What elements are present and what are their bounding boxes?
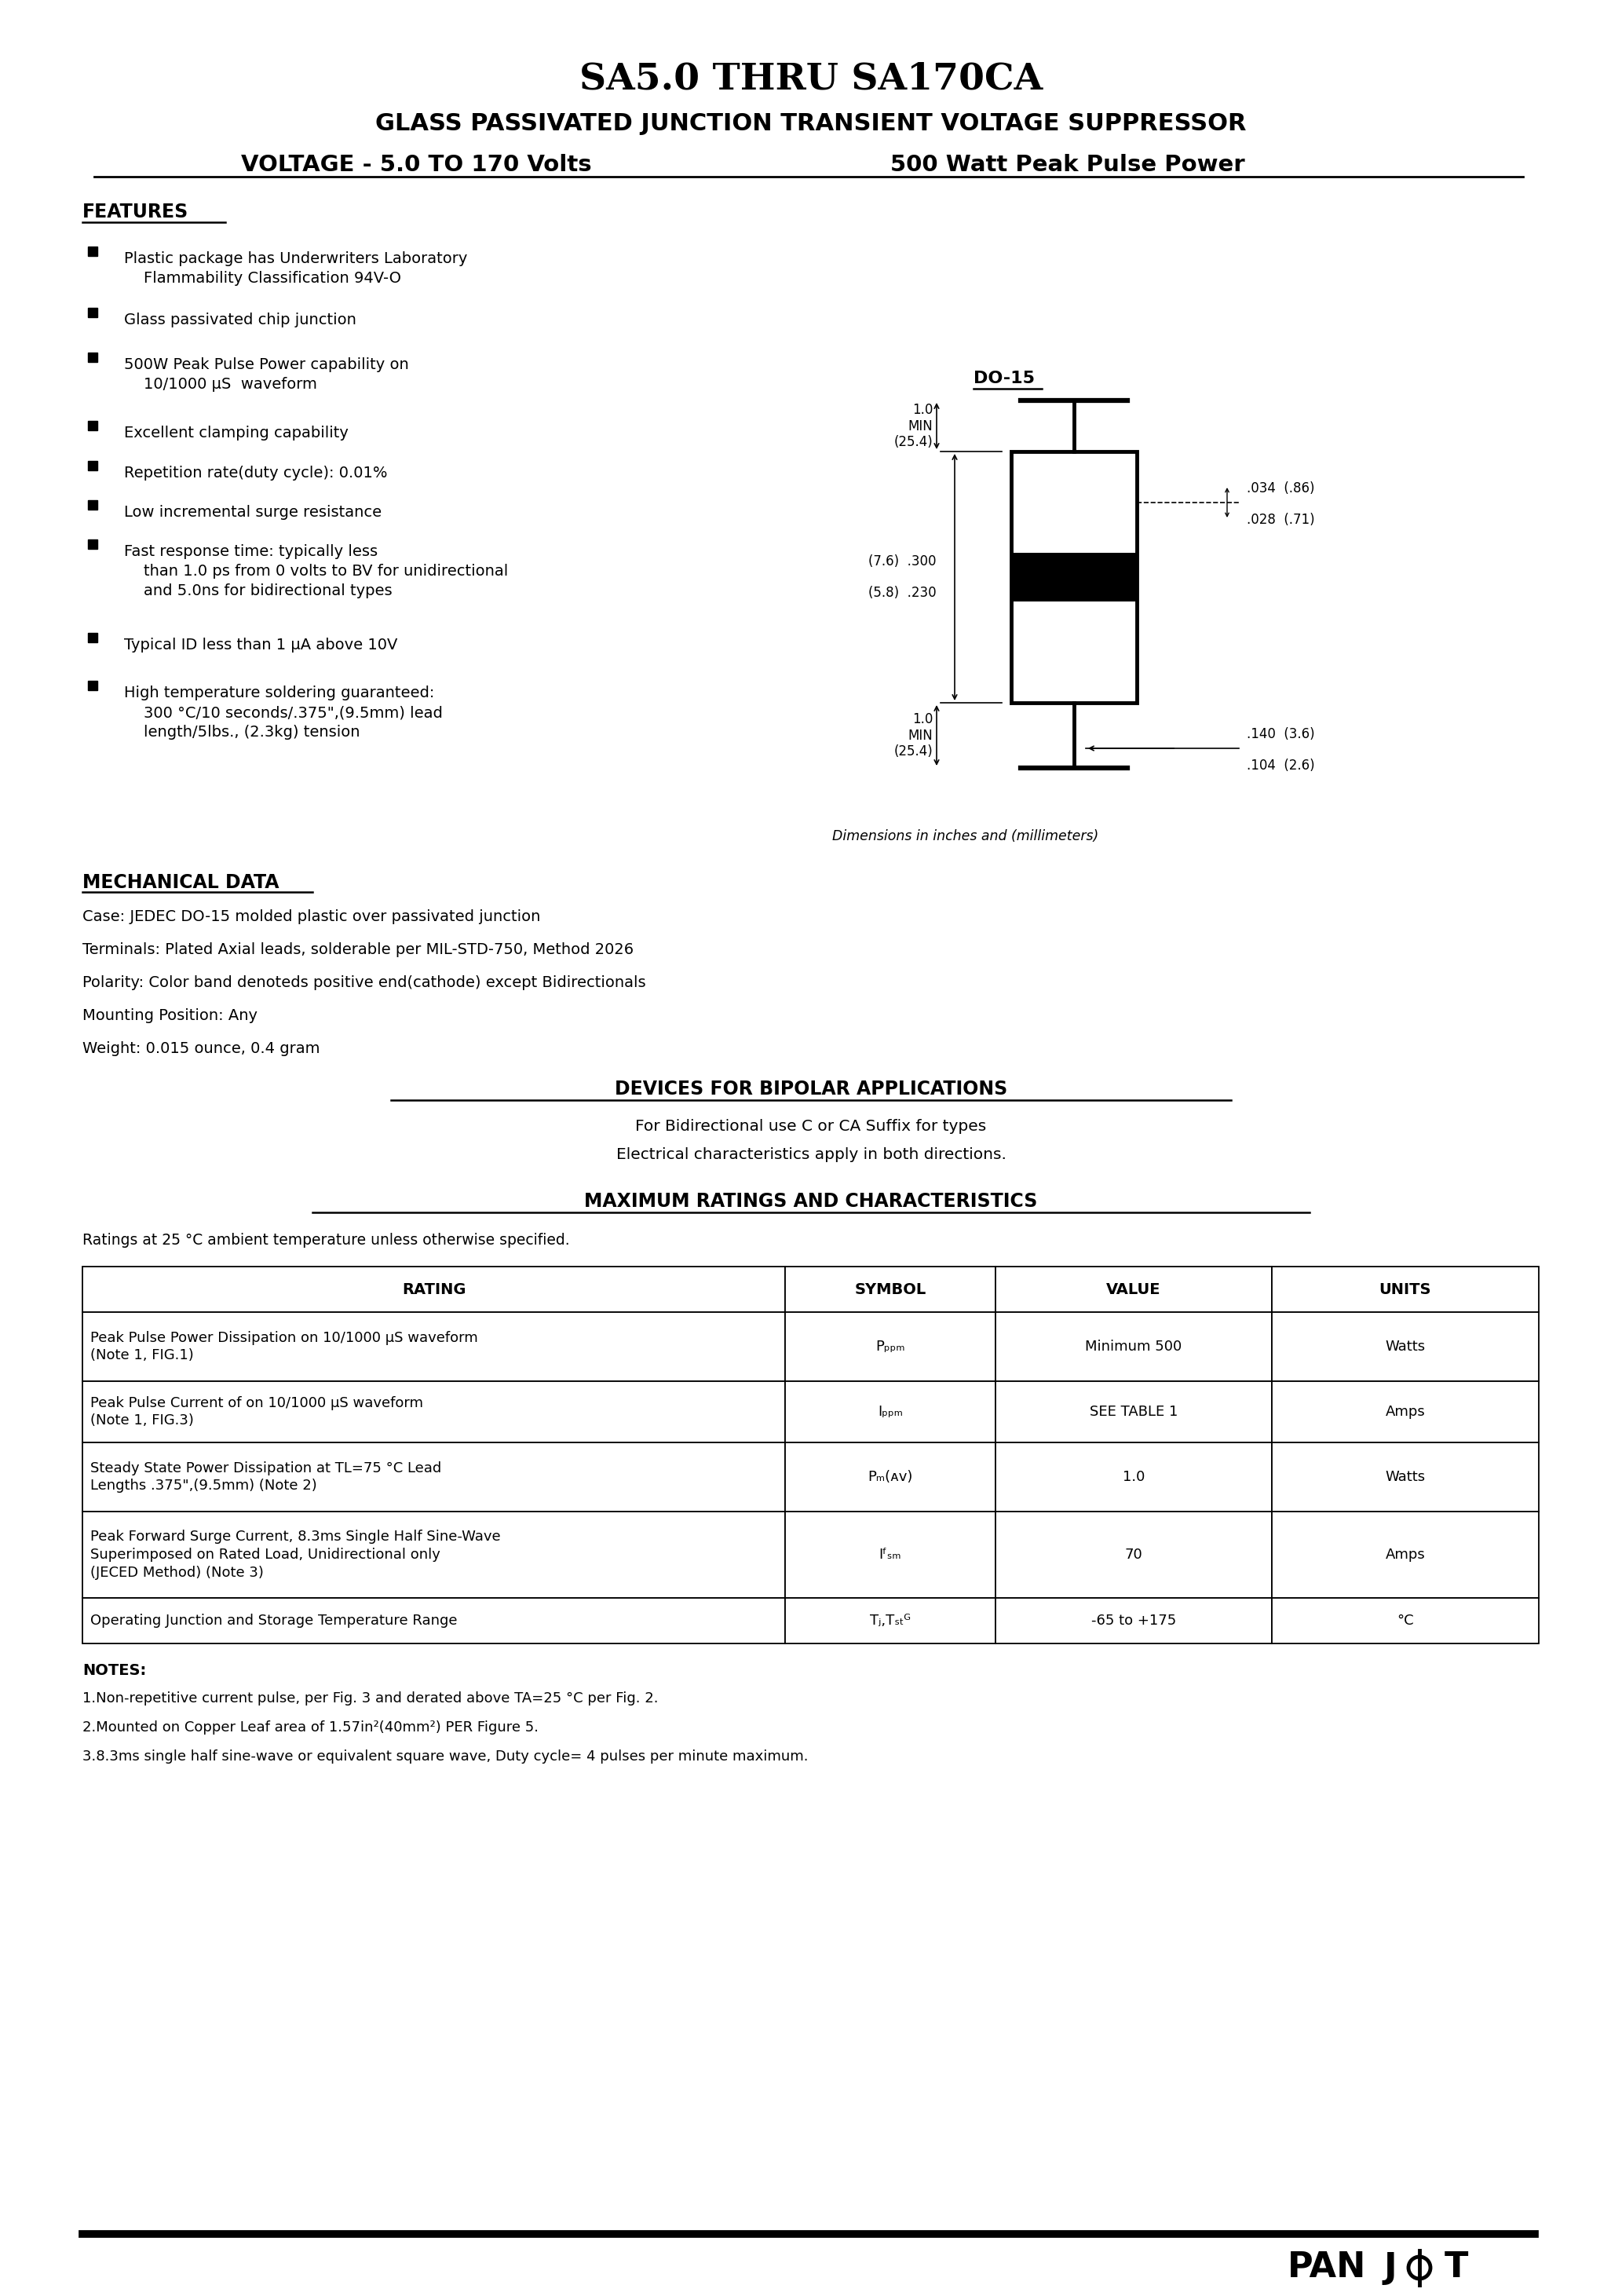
- Bar: [996, 1598, 1272, 1644]
- Bar: [1272, 1267, 1539, 1311]
- Text: Glass passivated chip junction: Glass passivated chip junction: [123, 312, 357, 328]
- Text: UNITS: UNITS: [1379, 1281, 1432, 1297]
- Text: Electrical characteristics apply in both directions.: Electrical characteristics apply in both…: [616, 1148, 1006, 1162]
- Bar: [785, 1442, 996, 1511]
- Bar: [1011, 452, 1137, 703]
- Text: SEE TABLE 1: SEE TABLE 1: [1090, 1405, 1178, 1419]
- Text: 1.0
MIN
(25.4): 1.0 MIN (25.4): [894, 402, 933, 450]
- Bar: [83, 1442, 785, 1511]
- Bar: [1272, 1511, 1539, 1598]
- Text: DEVICES FOR BIPOLAR APPLICATIONS: DEVICES FOR BIPOLAR APPLICATIONS: [615, 1079, 1007, 1097]
- Text: 1.Non-repetitive current pulse, per Fig. 3 and derated above TA=25 °C per Fig. 2: 1.Non-repetitive current pulse, per Fig.…: [83, 1692, 659, 1706]
- Text: °C: °C: [1397, 1614, 1414, 1628]
- Text: Fast response time: typically less
    than 1.0 ps from 0 volts to BV for unidir: Fast response time: typically less than …: [123, 544, 508, 599]
- Text: Iₚₚₘ: Iₚₚₘ: [878, 1405, 903, 1419]
- Bar: [785, 1382, 996, 1442]
- Text: RATING: RATING: [402, 1281, 466, 1297]
- Text: PAN: PAN: [1288, 2250, 1366, 2285]
- Text: Case: JEDEC DO-15 molded plastic over passivated junction: Case: JEDEC DO-15 molded plastic over pa…: [83, 909, 540, 925]
- Text: Watts: Watts: [1385, 1339, 1426, 1355]
- Bar: [996, 1382, 1272, 1442]
- Text: -65 to +175: -65 to +175: [1092, 1614, 1176, 1628]
- Text: High temperature soldering guaranteed:
    300 °C/10 seconds/.375",(9.5mm) lead
: High temperature soldering guaranteed: 3…: [123, 687, 443, 739]
- Bar: [785, 1311, 996, 1382]
- Text: VALUE: VALUE: [1106, 1281, 1161, 1297]
- Text: Watts: Watts: [1385, 1469, 1426, 1483]
- Text: SA5.0 THRU SA170CA: SA5.0 THRU SA170CA: [579, 60, 1043, 96]
- Text: Steady State Power Dissipation at TL=75 °C Lead
Lengths .375",(9.5mm) (Note 2): Steady State Power Dissipation at TL=75 …: [91, 1460, 441, 1492]
- Bar: [785, 1511, 996, 1598]
- Text: Excellent clamping capability: Excellent clamping capability: [123, 425, 349, 441]
- Bar: [1272, 1598, 1539, 1644]
- Text: Pₘ(ᴀᴠ): Pₘ(ᴀᴠ): [868, 1469, 913, 1483]
- Text: SYMBOL: SYMBOL: [855, 1281, 926, 1297]
- Text: Typical ID less than 1 µA above 10V: Typical ID less than 1 µA above 10V: [123, 638, 397, 652]
- Text: MECHANICAL DATA: MECHANICAL DATA: [83, 872, 279, 893]
- Text: Peak Forward Surge Current, 8.3ms Single Half Sine-Wave
Superimposed on Rated Lo: Peak Forward Surge Current, 8.3ms Single…: [91, 1529, 501, 1580]
- Bar: [996, 1267, 1272, 1311]
- Bar: [83, 1267, 785, 1311]
- Text: Terminals: Plated Axial leads, solderable per MIL-STD-750, Method 2026: Terminals: Plated Axial leads, solderabl…: [83, 941, 634, 957]
- Text: Iᶠₛₘ: Iᶠₛₘ: [879, 1548, 902, 1561]
- Text: DO-15: DO-15: [973, 370, 1035, 386]
- Text: Peak Pulse Current of on 10/1000 µS waveform
(Note 1, FIG.3): Peak Pulse Current of on 10/1000 µS wave…: [91, 1396, 423, 1428]
- Bar: [1272, 1382, 1539, 1442]
- Text: FEATURES: FEATURES: [83, 202, 188, 220]
- Text: 500W Peak Pulse Power capability on
    10/1000 µS  waveform: 500W Peak Pulse Power capability on 10/1…: [123, 358, 409, 393]
- Text: 70: 70: [1124, 1548, 1142, 1561]
- Bar: [996, 1311, 1272, 1382]
- Text: Mounting Position: Any: Mounting Position: Any: [83, 1008, 258, 1024]
- Text: Polarity: Color band denoteds positive end(cathode) except Bidirectionals: Polarity: Color band denoteds positive e…: [83, 976, 646, 990]
- Text: Operating Junction and Storage Temperature Range: Operating Junction and Storage Temperatu…: [91, 1614, 457, 1628]
- Text: .028  (.71): .028 (.71): [1247, 512, 1315, 526]
- Text: 1.0
MIN
(25.4): 1.0 MIN (25.4): [894, 712, 933, 758]
- Text: Ratings at 25 °C ambient temperature unless otherwise specified.: Ratings at 25 °C ambient temperature unl…: [83, 1233, 569, 1247]
- Text: VOLTAGE - 5.0 TO 170 Volts: VOLTAGE - 5.0 TO 170 Volts: [240, 154, 592, 177]
- Bar: [1272, 1311, 1539, 1382]
- Text: GLASS PASSIVATED JUNCTION TRANSIENT VOLTAGE SUPPRESSOR: GLASS PASSIVATED JUNCTION TRANSIENT VOLT…: [375, 113, 1247, 135]
- Bar: [83, 1511, 785, 1598]
- Bar: [83, 1382, 785, 1442]
- Bar: [996, 1442, 1272, 1511]
- Bar: [83, 1598, 785, 1644]
- Bar: [1011, 553, 1137, 602]
- Bar: [1272, 1442, 1539, 1511]
- Text: .034  (.86): .034 (.86): [1247, 482, 1315, 496]
- Text: .104  (2.6): .104 (2.6): [1247, 758, 1315, 774]
- Text: Low incremental surge resistance: Low incremental surge resistance: [123, 505, 381, 519]
- Text: For Bidirectional use C or CA Suffix for types: For Bidirectional use C or CA Suffix for…: [636, 1118, 986, 1134]
- Text: (5.8)  .230: (5.8) .230: [869, 585, 936, 599]
- Bar: [785, 1267, 996, 1311]
- Text: Amps: Amps: [1385, 1548, 1426, 1561]
- Text: .140  (3.6): .140 (3.6): [1247, 728, 1315, 742]
- Text: Dimensions in inches and (millimeters): Dimensions in inches and (millimeters): [832, 829, 1098, 843]
- Text: NOTES:: NOTES:: [83, 1662, 146, 1678]
- Text: J: J: [1384, 2250, 1397, 2285]
- Text: T: T: [1445, 2250, 1468, 2285]
- Bar: [83, 1311, 785, 1382]
- Text: Repetition rate(duty cycle): 0.01%: Repetition rate(duty cycle): 0.01%: [123, 466, 388, 480]
- Text: Tⱼ,Tₛₜᴳ: Tⱼ,Tₛₜᴳ: [869, 1614, 910, 1628]
- Text: Amps: Amps: [1385, 1405, 1426, 1419]
- Text: 3.8.3ms single half sine-wave or equivalent square wave, Duty cycle= 4 pulses pe: 3.8.3ms single half sine-wave or equival…: [83, 1750, 808, 1763]
- Text: Minimum 500: Minimum 500: [1085, 1339, 1182, 1355]
- Text: 2.Mounted on Copper Leaf area of 1.57in²(40mm²) PER Figure 5.: 2.Mounted on Copper Leaf area of 1.57in²…: [83, 1720, 539, 1733]
- Text: Pₚₚₘ: Pₚₚₘ: [876, 1339, 905, 1355]
- Text: MAXIMUM RATINGS AND CHARACTERISTICS: MAXIMUM RATINGS AND CHARACTERISTICS: [584, 1192, 1038, 1210]
- Text: 1.0: 1.0: [1122, 1469, 1145, 1483]
- Text: (7.6)  .300: (7.6) .300: [869, 553, 936, 569]
- Bar: [996, 1511, 1272, 1598]
- Text: Plastic package has Underwriters Laboratory
    Flammability Classification 94V-: Plastic package has Underwriters Laborat…: [123, 250, 467, 285]
- Bar: [785, 1598, 996, 1644]
- Text: Weight: 0.015 ounce, 0.4 gram: Weight: 0.015 ounce, 0.4 gram: [83, 1040, 320, 1056]
- Text: 500 Watt Peak Pulse Power: 500 Watt Peak Pulse Power: [890, 154, 1246, 177]
- Text: Peak Pulse Power Dissipation on 10/1000 µS waveform
(Note 1, FIG.1): Peak Pulse Power Dissipation on 10/1000 …: [91, 1332, 478, 1364]
